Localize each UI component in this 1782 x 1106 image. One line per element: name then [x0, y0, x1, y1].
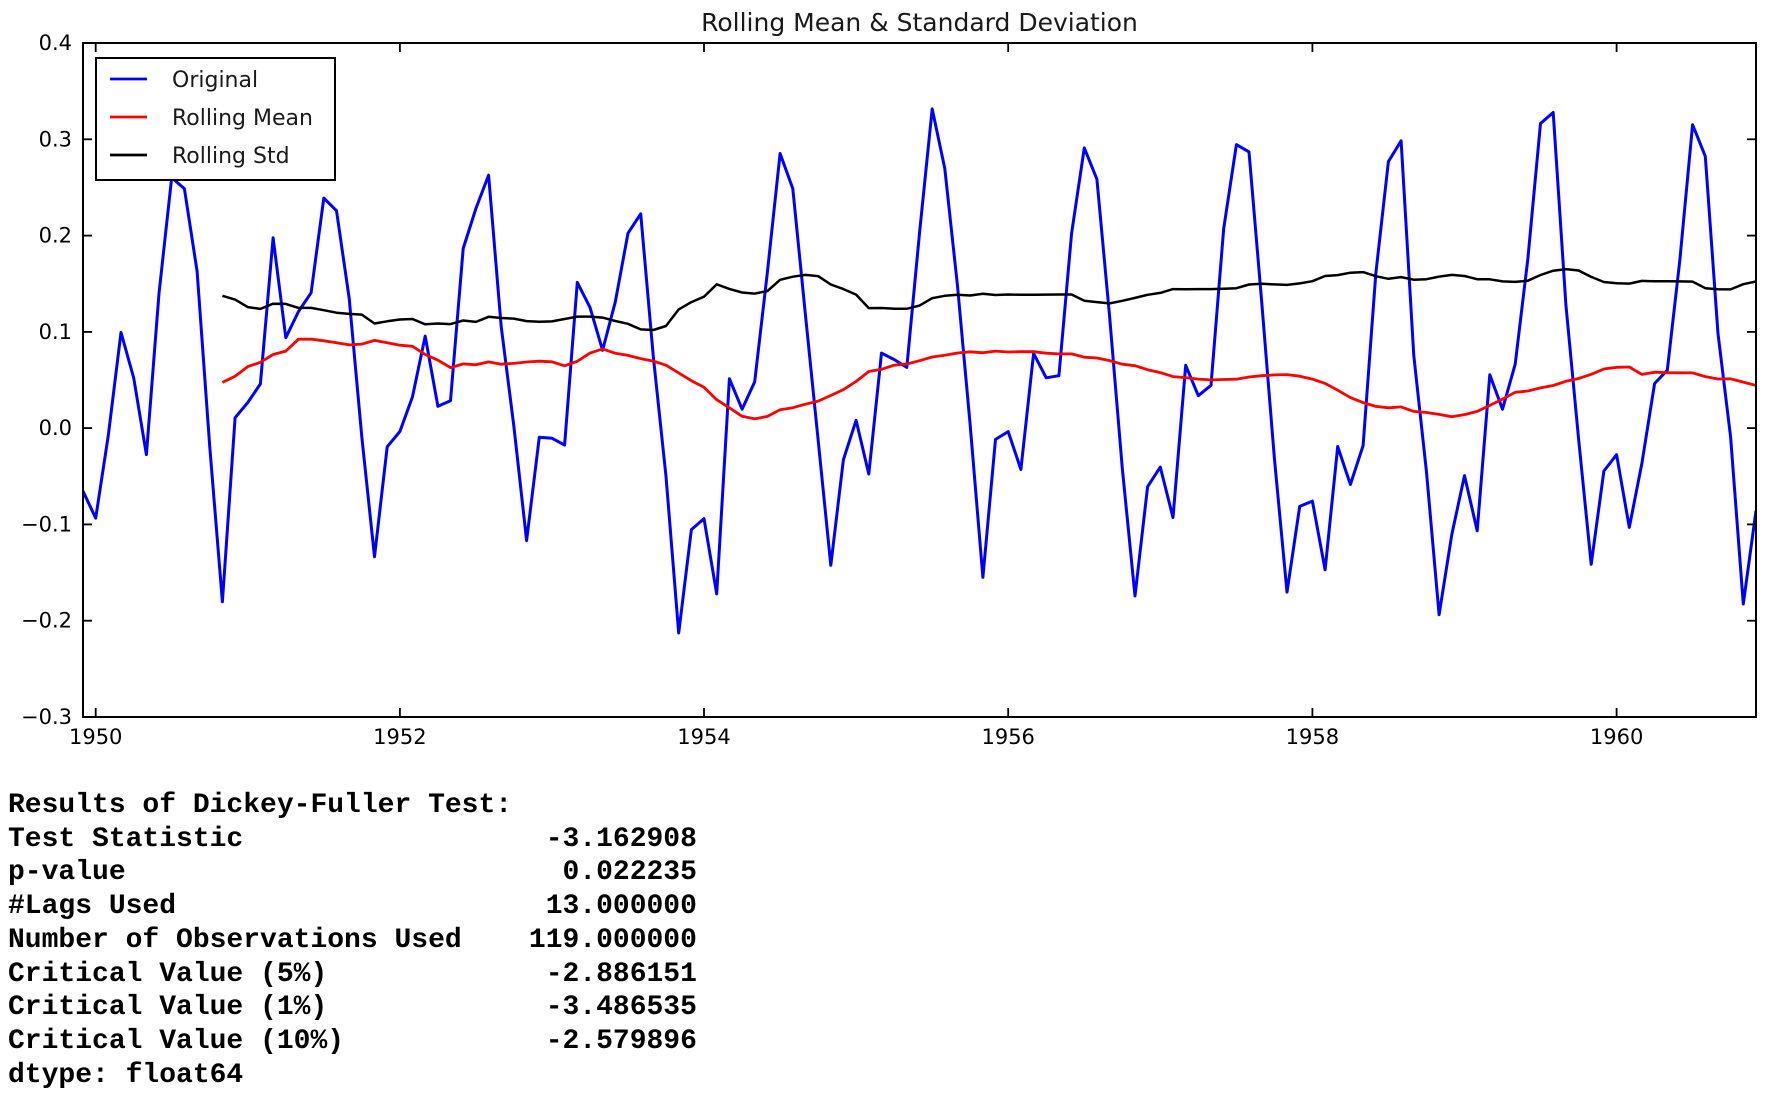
legend-rolling-std-label: Rolling Std: [172, 144, 290, 169]
y-tick-label: 0.4: [39, 31, 72, 55]
legend: Original Rolling Mean Rolling Std: [95, 57, 336, 181]
dickey-fuller-results: Results of Dickey-Fuller Test: Test Stat…: [8, 790, 697, 1091]
legend-original-label: Original: [172, 68, 258, 93]
rolling-std-line: [222, 267, 1756, 332]
series-lines: [83, 107, 1756, 635]
y-tick-label: 0.2: [39, 224, 72, 248]
x-tick-label: 1952: [373, 725, 426, 749]
y-tick-label: 0.0: [39, 416, 72, 440]
legend-rolling-mean-label: Rolling Mean: [172, 106, 313, 131]
plot-area-border: [82, 42, 1757, 718]
y-tick-label: 0.3: [39, 127, 72, 151]
chart-title: Rolling Mean & Standard Deviation: [701, 8, 1138, 37]
rolling-mean-line: [221, 337, 1756, 421]
x-tick-label: 1956: [981, 725, 1034, 749]
y-tick-labels: 0.4 0.3 0.2 0.1 0.0 −0.1 −0.2 −0.3: [21, 31, 72, 729]
x-tick-label: 1960: [1590, 725, 1643, 749]
x-tick-label: 1950: [69, 725, 122, 749]
axis-ticks: [83, 42, 1756, 718]
x-tick-label: 1958: [1286, 725, 1339, 749]
y-tick-label: 0.1: [39, 320, 72, 344]
x-tick-label: 1954: [677, 725, 730, 749]
plot-region: 1950 1952 1954 1956 1958 1960 0.4 0.3 0.2 0.1 0.0…: [21, 31, 1757, 749]
original-line: [83, 107, 1756, 635]
rolling-stats-figure: Rolling Mean & Standard Deviation 1950 19…: [21, 8, 1757, 749]
x-tick-labels: 1950 1952 1954 1956 1958 1960: [69, 725, 1643, 749]
y-tick-label: −0.3: [21, 705, 72, 729]
y-tick-label: −0.1: [21, 512, 72, 536]
y-tick-label: −0.2: [21, 609, 72, 633]
